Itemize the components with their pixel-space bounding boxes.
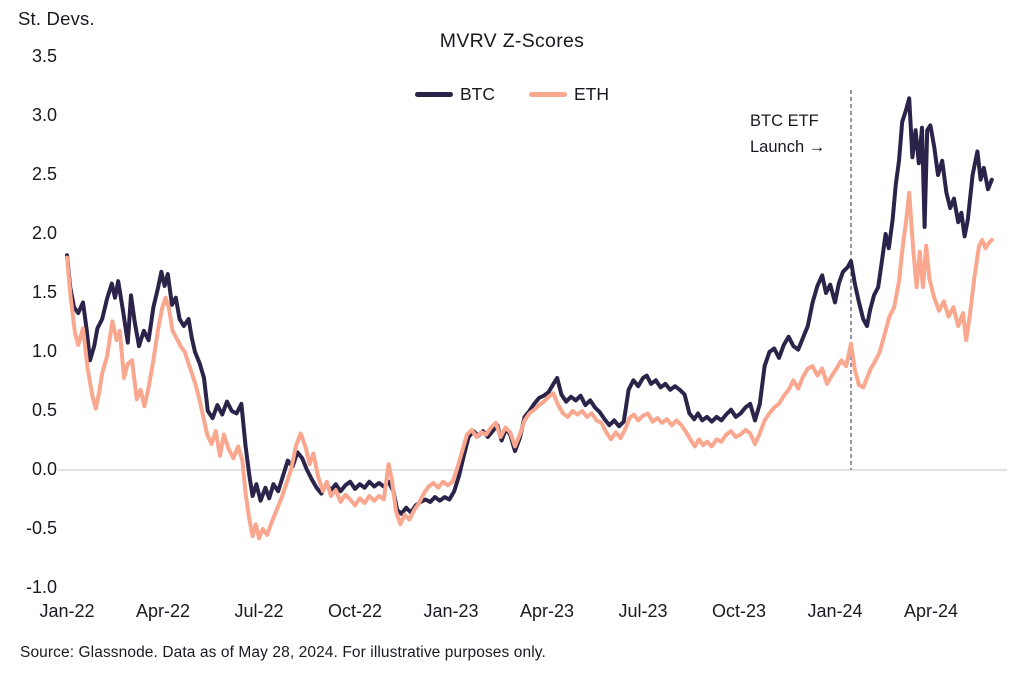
x-tick-label: Apr-24 <box>903 601 959 621</box>
x-tick-label: Oct-23 <box>711 601 767 621</box>
legend-item-btc: BTC <box>415 84 495 105</box>
y-tick-label: 1.0 <box>31 341 57 361</box>
chart-title: MVRV Z-Scores <box>439 30 585 52</box>
legend-label: ETH <box>574 84 609 104</box>
btc-line <box>65 96 994 516</box>
x-tick-label: Apr-22 <box>135 601 191 621</box>
annotation-line-2: Launch → <box>750 138 826 156</box>
y-tick-label: -1.0 <box>25 577 57 597</box>
y-tick-label: 0.0 <box>31 459 57 479</box>
x-tick-label: Jan-22 <box>39 601 95 621</box>
x-tick-label: Jul-22 <box>234 601 284 621</box>
btc-line-swatch-icon <box>415 92 453 97</box>
y-tick-label: 0.5 <box>31 400 57 420</box>
x-tick-label: Jan-24 <box>807 601 863 621</box>
eth-line <box>65 190 994 541</box>
y-tick-label: -0.5 <box>25 518 57 538</box>
eth-line-swatch-icon <box>529 92 567 97</box>
y-tick-label: 2.5 <box>31 164 57 184</box>
legend-label: BTC <box>460 84 495 104</box>
source-note: Source: Glassnode. Data as of May 28, 20… <box>20 644 546 661</box>
y-tick-label: 3.5 <box>31 46 57 66</box>
chart-legend: BTC ETH <box>0 84 1024 105</box>
x-tick-label: Oct-22 <box>327 601 383 621</box>
y-axis-unit-label: St. Devs. <box>18 8 95 29</box>
x-tick-label: Jan-23 <box>423 601 479 621</box>
y-tick-label: 3.0 <box>31 105 57 125</box>
btc-etf-launch-annotation: BTC ETF Launch → <box>750 108 825 160</box>
legend-item-eth: ETH <box>529 84 609 105</box>
x-tick-label: Jul-23 <box>618 601 668 621</box>
x-tick-label: Apr-23 <box>519 601 575 621</box>
annotation-line-1: BTC ETF <box>750 112 819 130</box>
y-tick-label: 1.5 <box>31 282 57 302</box>
y-tick-label: 2.0 <box>31 223 57 243</box>
